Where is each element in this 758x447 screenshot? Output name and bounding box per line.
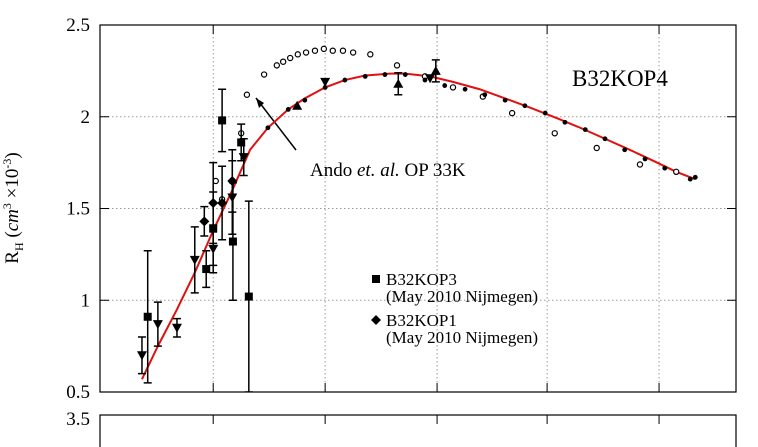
data-point	[342, 77, 348, 83]
ando-point	[339, 47, 347, 54]
square-point	[244, 292, 253, 301]
data-point	[302, 97, 308, 103]
ando-label-part: Ando	[310, 160, 357, 181]
y-tick-label: 3.5	[66, 409, 90, 430]
legend-note: (May 2010 Nijmegen)	[386, 287, 538, 306]
data-point	[482, 92, 488, 98]
legend-label: B32KOP3	[386, 270, 457, 289]
data-point	[562, 119, 568, 125]
data-point	[402, 72, 408, 77]
data-point	[542, 110, 548, 116]
triangle-point	[320, 77, 331, 87]
y-tick-label: 1	[81, 290, 91, 311]
legend-label: B32KOP1	[386, 311, 457, 330]
ando-point	[393, 62, 401, 69]
triangle-point	[393, 78, 404, 88]
y-axis-label-part: 3	[0, 203, 14, 209]
y-axis-label-part: ×10	[2, 169, 23, 203]
ando-label-part: et. al.	[357, 160, 400, 181]
ando-arrow	[255, 97, 297, 151]
data-point	[642, 156, 648, 162]
ando-point	[636, 161, 644, 168]
data-point	[522, 103, 528, 109]
lower-panel-frame	[99, 414, 737, 447]
data-point	[322, 84, 328, 90]
data-point	[502, 97, 508, 103]
ando-point	[673, 168, 680, 175]
diamond-point	[217, 197, 228, 208]
data-point	[622, 147, 628, 153]
legend-marker	[371, 315, 381, 325]
ando-arrowhead	[256, 98, 264, 108]
fit-curve	[141, 72, 696, 380]
triangle-point	[171, 323, 182, 333]
triangle-point	[430, 65, 441, 75]
data-point	[582, 127, 588, 132]
ando-point	[279, 58, 287, 65]
data-point	[687, 176, 693, 182]
data-point	[602, 136, 608, 142]
legend-note: (May 2010 Nijmegen)	[386, 328, 538, 347]
y-tick-label: 2	[81, 107, 91, 128]
y-tick-label: 0.5	[66, 382, 90, 403]
ando-point	[273, 62, 281, 69]
ando-label: Ando et. al. OP 33K	[310, 160, 466, 181]
y-tick-label: 2.5	[66, 15, 90, 36]
data-point	[362, 73, 368, 79]
y-axis-label-part: -3	[0, 159, 14, 169]
ando-point	[367, 51, 374, 58]
triangle-point	[136, 351, 147, 361]
annotation: B32KOP4	[572, 66, 668, 91]
ando-point	[286, 54, 294, 62]
ando-label-part: OP 33K	[400, 160, 466, 181]
ando-point	[593, 144, 600, 152]
data-point	[442, 83, 448, 88]
diamond-point	[208, 197, 219, 208]
data-point	[462, 86, 468, 92]
y-tick-label: 1.5	[66, 199, 90, 220]
y-axis-label-part: H	[12, 242, 26, 251]
y-axis-label: RH (cm3 ×10-3)	[0, 152, 26, 263]
data-point	[265, 125, 271, 131]
ando-point	[311, 47, 319, 54]
legend-marker	[372, 275, 380, 283]
diamond-point	[227, 175, 238, 186]
ando-point	[449, 84, 457, 91]
square-point	[143, 312, 152, 321]
data-point	[662, 165, 668, 171]
plot-area	[136, 45, 698, 392]
data-point	[692, 174, 698, 180]
ando-point	[294, 51, 301, 58]
triangle-point	[425, 74, 436, 84]
y-axis-label-part: (	[2, 231, 23, 242]
square-point	[228, 237, 237, 246]
data-point	[382, 72, 388, 77]
ando-point	[551, 130, 558, 137]
square-point	[237, 138, 246, 147]
square-point	[218, 116, 227, 125]
ando-point	[320, 45, 328, 53]
triangle-point	[152, 320, 163, 330]
y-axis-label-part: cm	[2, 209, 23, 231]
ando-point	[302, 49, 310, 56]
triangle-point	[189, 255, 200, 265]
y-axis-label-part: R	[2, 251, 23, 264]
ando-point	[243, 91, 251, 98]
y-axis-label-part: )	[2, 152, 23, 158]
ando-point	[349, 49, 357, 56]
triangle-point	[292, 100, 303, 110]
square-point	[202, 265, 211, 274]
ando-point	[260, 71, 268, 78]
data-point	[285, 107, 291, 112]
data-point	[422, 77, 428, 83]
ando-point	[508, 109, 516, 117]
plot-frame	[99, 24, 737, 393]
diamond-point	[199, 216, 210, 227]
ando-point	[329, 47, 336, 54]
